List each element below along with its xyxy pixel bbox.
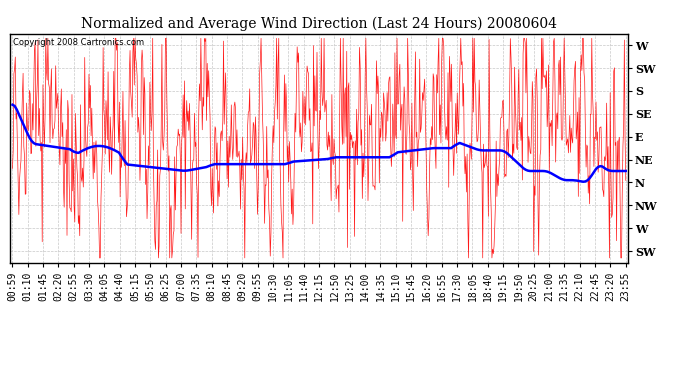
Title: Normalized and Average Wind Direction (Last 24 Hours) 20080604: Normalized and Average Wind Direction (L… — [81, 17, 557, 31]
Text: Copyright 2008 Cartronics.com: Copyright 2008 Cartronics.com — [13, 38, 145, 47]
